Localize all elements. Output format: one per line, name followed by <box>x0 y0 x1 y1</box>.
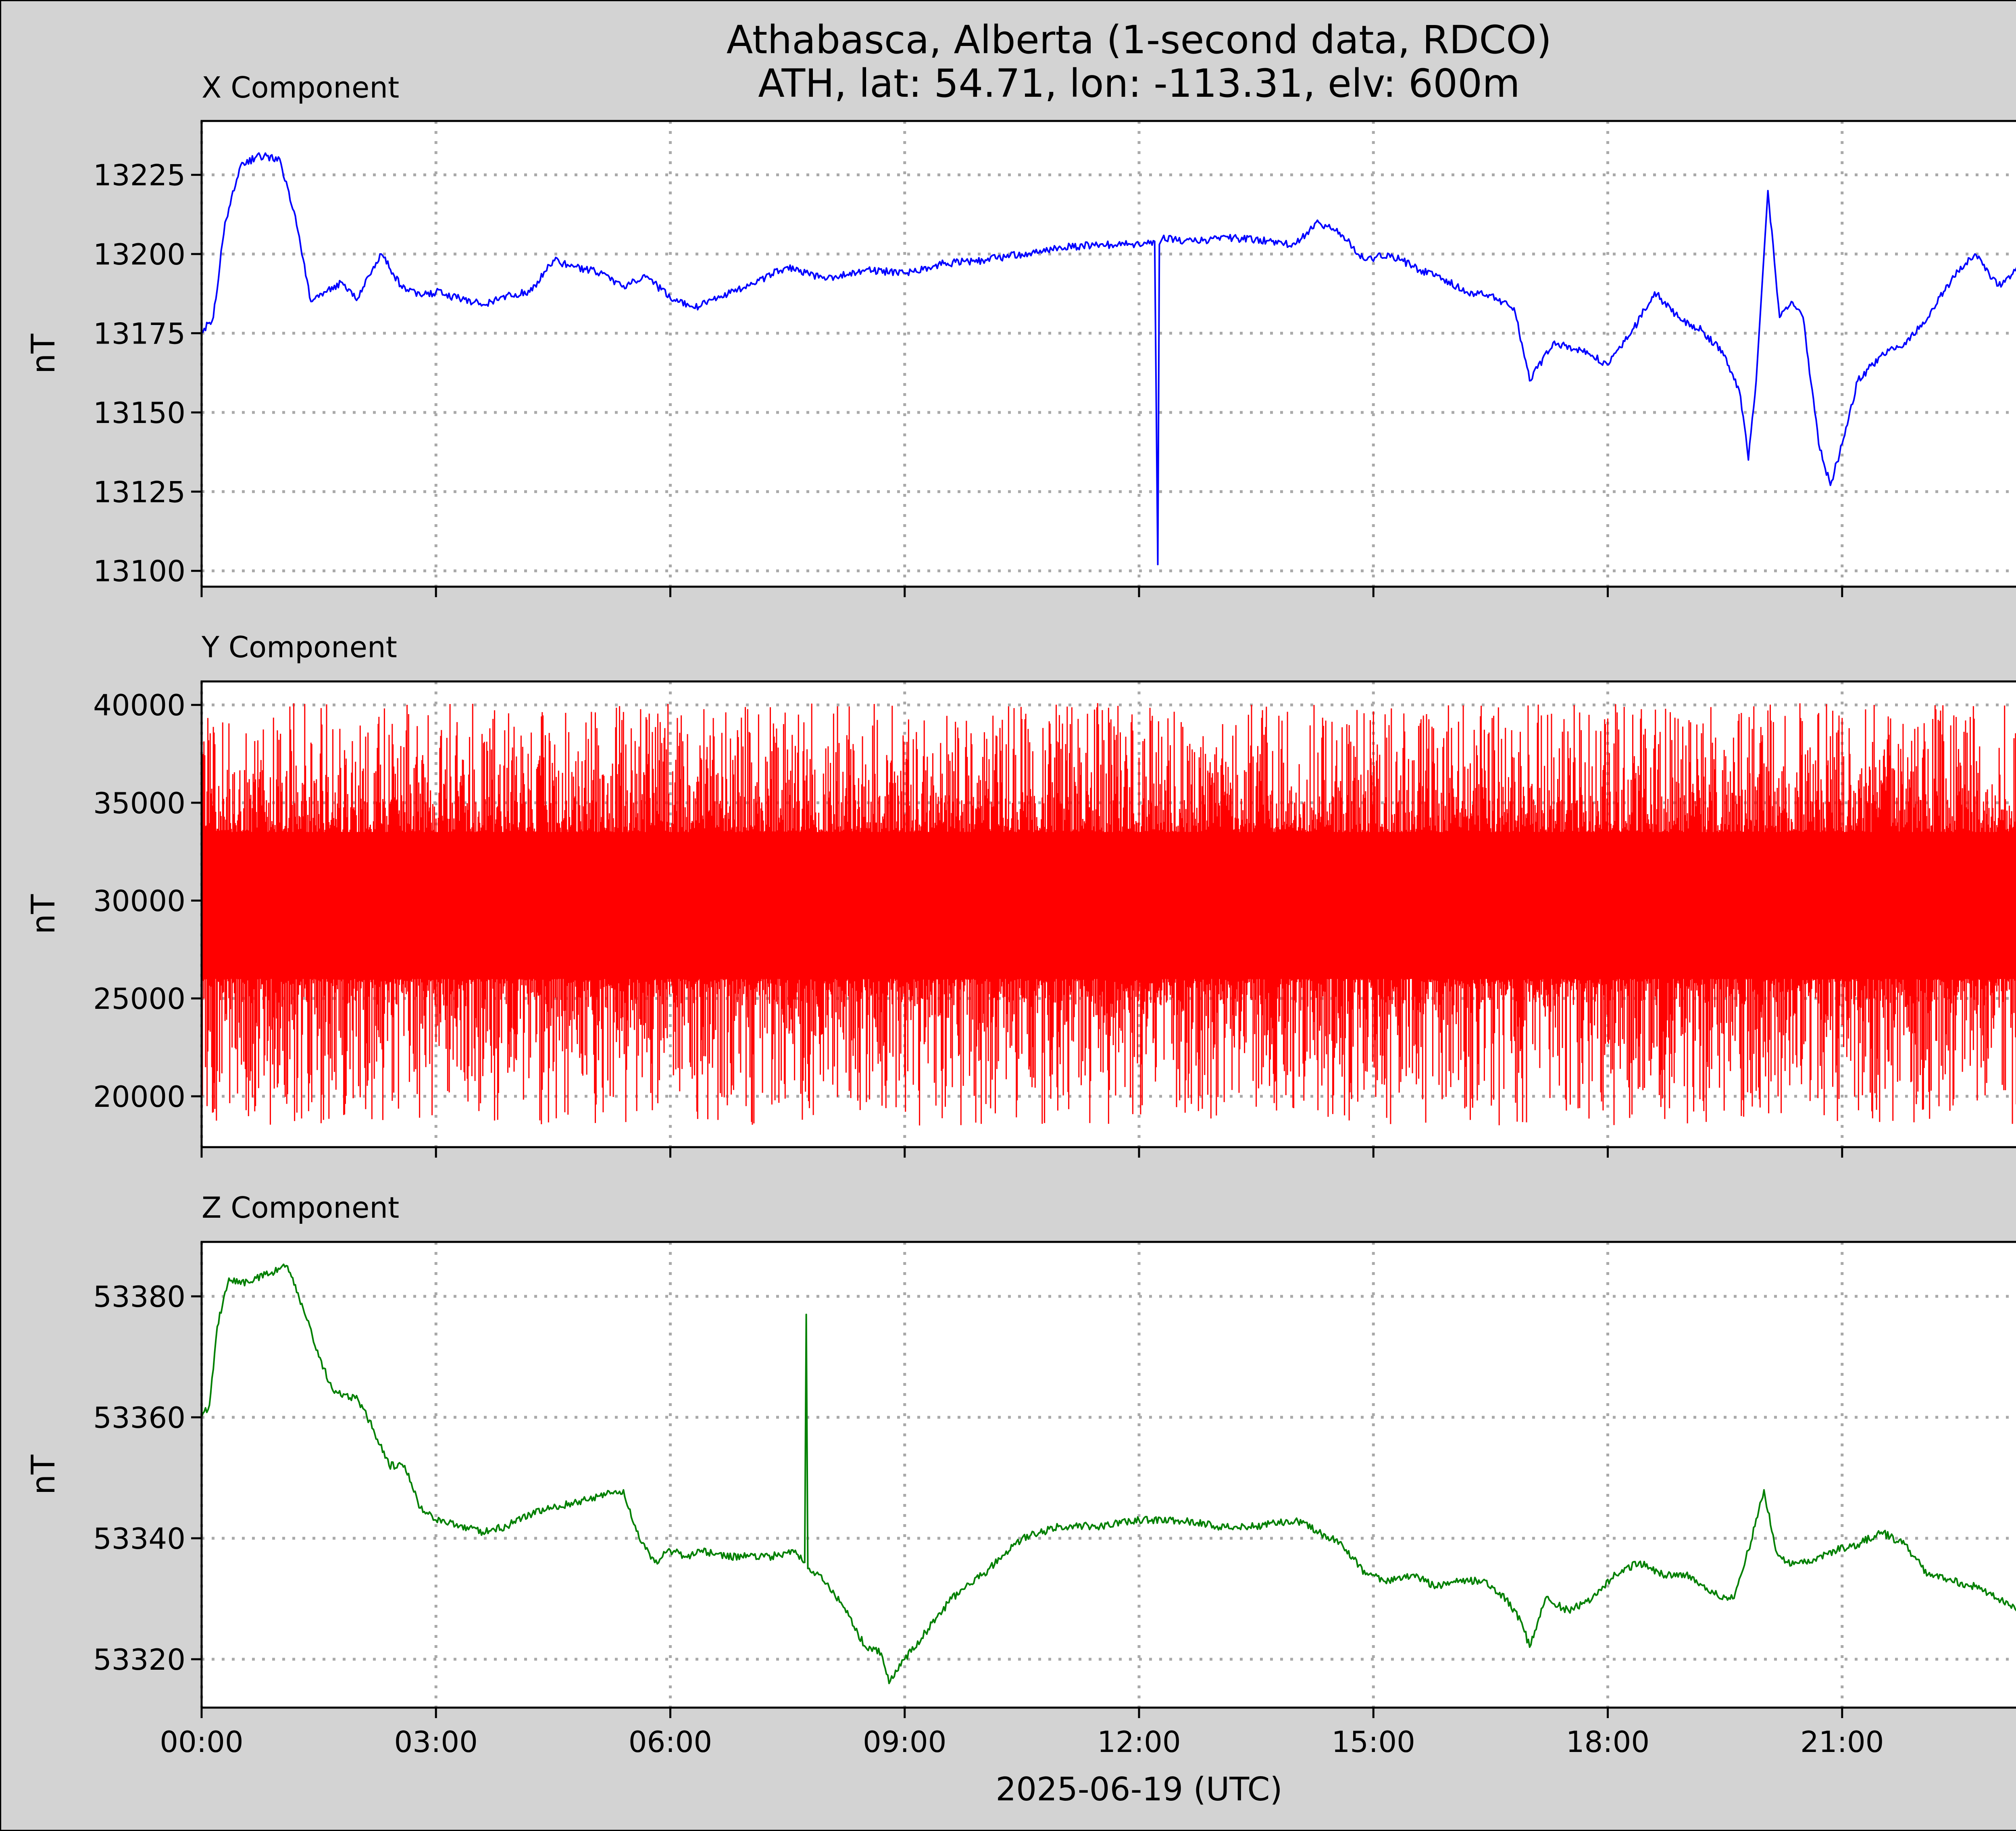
figure-subtitle: ATH, lat: 54.71, lon: -113.31, elv: 600m <box>758 61 1520 106</box>
y-tick-label: 13100 <box>93 554 185 588</box>
y-tick-label: 13150 <box>93 396 185 430</box>
figure-title: Athabasca, Alberta (1-second data, RDCO) <box>727 17 1552 62</box>
x-tick-label: 06:00 <box>629 1725 712 1759</box>
panel-title: X Component <box>202 71 399 104</box>
series-line <box>201 1263 2016 1684</box>
panel-x: 13100 13125 13150 13175 13200 13225 X Componen… <box>25 71 2016 597</box>
y-axis-label: nT <box>25 1454 62 1495</box>
y-tick-label: 40000 <box>93 688 185 722</box>
panel-y: 20000 25000 30000 35000 40000 Y Component nT <box>25 630 2016 1158</box>
y-tick-label: 35000 <box>93 786 185 820</box>
y-axis-label: nT <box>25 894 62 935</box>
x-axis-label: 2025-06-19 (UTC) <box>996 1771 1282 1808</box>
y-tick-label: 25000 <box>93 982 185 1016</box>
y-tick-label: 20000 <box>93 1080 185 1114</box>
panel-title: Y Component <box>201 630 397 664</box>
y-tick-label: 53320 <box>93 1643 185 1677</box>
x-tick-label: 12:00 <box>1097 1725 1181 1759</box>
panel-title: Z Component <box>202 1191 399 1225</box>
x-tick-label: 03:00 <box>394 1725 478 1759</box>
y-tick-label: 53380 <box>93 1280 185 1314</box>
y-axis-label: nT <box>25 333 62 374</box>
y-tick-label: 13200 <box>93 237 185 271</box>
x-tick-label: 09:00 <box>863 1725 947 1759</box>
y-tick-label: 53340 <box>93 1522 185 1556</box>
plot-area <box>202 121 2016 587</box>
y-tick-label: 13175 <box>93 317 185 350</box>
series-line <box>201 152 2016 565</box>
x-tick-label: 18:00 <box>1566 1725 1650 1759</box>
panel-z: 53320 53340 53360 53380 00:00 03:00 06:00 09:00… <box>25 1191 2016 1759</box>
x-tick-label: 15:00 <box>1332 1725 1416 1759</box>
x-tick-label: 00:00 <box>160 1725 244 1759</box>
x-tick-label: 21:00 <box>1800 1725 1884 1759</box>
panels: 13100 13125 13150 13175 13200 13225 X Componen… <box>25 71 2016 1759</box>
y-tick-label: 53360 <box>93 1401 185 1435</box>
y-tick-label: 30000 <box>93 884 185 918</box>
y-tick-label: 13225 <box>93 158 185 192</box>
plot-area <box>202 1242 2016 1708</box>
y-tick-label: 13125 <box>93 475 185 509</box>
